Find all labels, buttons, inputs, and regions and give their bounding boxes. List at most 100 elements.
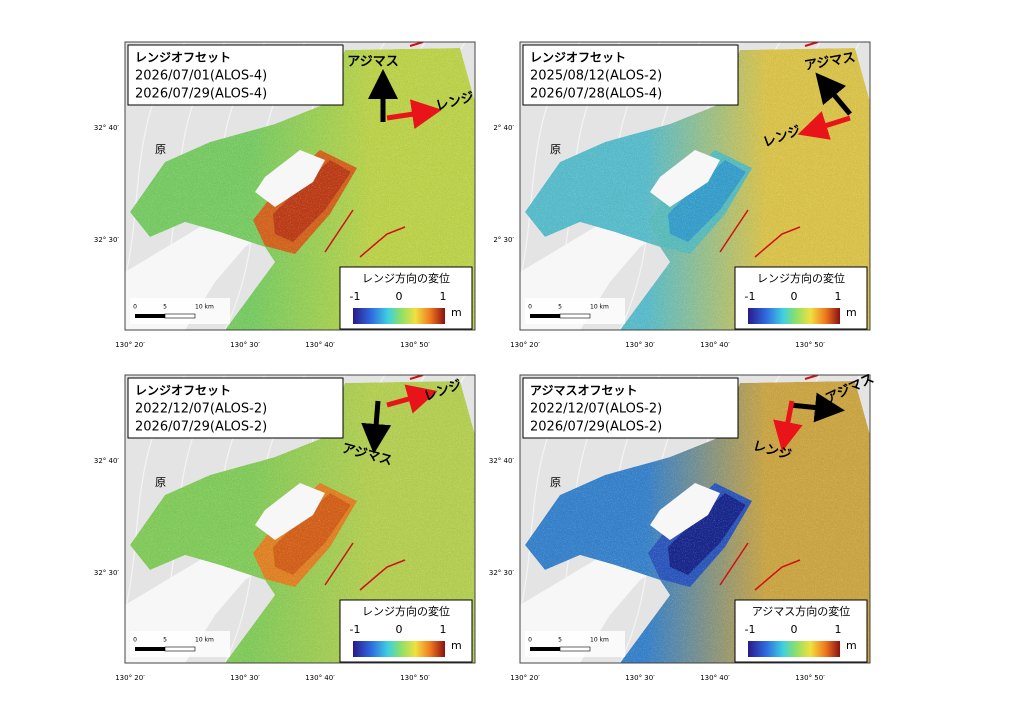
azimuth-arrow (815, 72, 852, 116)
map-panel: 原 レンジオフセット 2025/08/12(ALOS-2) 2026/07/28(AL… (493, 41, 871, 349)
fault (324, 209, 354, 253)
panel-title: レンジオフセット (135, 51, 231, 65)
colorbar-tick: 1 (440, 623, 447, 636)
lat-label: 32° 30′ (489, 569, 515, 577)
lon-label: 130° 40′ (305, 674, 335, 682)
colorbar-unit: m (451, 639, 462, 652)
panel-title: アジマスオフセット (530, 384, 638, 398)
lat-label: 32° 40′ (489, 457, 515, 465)
map-panel: 原 レンジオフセット 2026/07/01(ALOS-4) 2026/07/29(AL… (94, 41, 476, 349)
place-label: 原 (155, 476, 166, 489)
colorbar-tick: 0 (791, 290, 798, 303)
lat-label: 2° 40′ (493, 124, 514, 132)
azimuth-label: アジマス (347, 55, 398, 70)
scale-label: 5 (163, 637, 167, 644)
lon-label: 130° 20′ (115, 674, 145, 682)
colorbar-unit: m (451, 306, 462, 319)
colorbar-tick: -1 (350, 290, 361, 303)
scale-white (559, 646, 591, 652)
fault (754, 226, 801, 258)
place-label: 原 (155, 143, 166, 156)
range-arrow (386, 99, 442, 130)
scale-black (530, 314, 560, 318)
map-panel: 原 レンジオフセット 2022/12/07(ALOS-2) 2026/07/29(AL… (94, 374, 476, 682)
scale-bg (525, 631, 625, 657)
scale-bg (130, 298, 230, 324)
scale-label: 5 (558, 637, 562, 644)
fault (359, 559, 406, 591)
colorbar-tick: 0 (791, 623, 798, 636)
legend-title: レンジ方向の変位 (362, 271, 450, 285)
date-line: 2025/08/12(ALOS-2) (530, 69, 662, 84)
colorbar-tick: -1 (745, 290, 756, 303)
scale-label: 5 (558, 304, 562, 311)
legend-title: レンジ方向の変位 (757, 271, 845, 285)
lon-label: 130° 30′ (230, 341, 260, 349)
map-frame (124, 374, 476, 664)
scale-label: 10 km (195, 637, 214, 644)
deformation-core (668, 493, 746, 575)
panel-title: レンジオフセット (530, 51, 626, 65)
lat-label: 2° 30′ (493, 236, 514, 244)
azimuth-arrow (361, 400, 392, 454)
lon-label: 130° 50′ (400, 341, 430, 349)
sea-mask (650, 150, 720, 207)
place-label: 原 (550, 476, 561, 489)
lon-label: 130° 20′ (115, 341, 145, 349)
lon-label: 130° 40′ (700, 341, 730, 349)
legend-title: アジマス方向の変位 (752, 604, 851, 618)
fault (324, 542, 354, 586)
scale-label: 10 km (590, 637, 609, 644)
lon-label: 130° 50′ (400, 674, 430, 682)
panel-title: レンジオフセット (135, 384, 231, 398)
lat-label: 32° 40′ (94, 457, 120, 465)
lon-label: 130° 30′ (230, 674, 260, 682)
date-line: 2026/07/29(ALOS-2) (135, 420, 267, 435)
fault (719, 542, 749, 586)
date-line: 2026/07/29(ALOS-2) (530, 420, 662, 435)
colorbar-tick: 1 (440, 290, 447, 303)
place-label: 原 (550, 143, 561, 156)
info-box (522, 377, 739, 439)
lat-label: 32° 40′ (94, 124, 120, 132)
deformation-core (668, 160, 746, 242)
scale-label: 5 (163, 304, 167, 311)
scale-white (164, 646, 196, 652)
colorbar (748, 641, 840, 657)
lon-label: 130° 30′ (625, 674, 655, 682)
fault (754, 559, 801, 591)
scale-label: 0 (133, 304, 137, 311)
colorbar (353, 308, 445, 324)
azimuth-arrow (789, 392, 845, 423)
scale-black (135, 647, 165, 651)
info-box (127, 377, 344, 439)
colorbar-tick: -1 (350, 623, 361, 636)
range-arrow (386, 384, 438, 414)
scale-white (559, 313, 591, 319)
fault (804, 42, 819, 47)
date-line: 2026/07/01(ALOS-4) (135, 69, 267, 84)
scale-label: 0 (133, 637, 137, 644)
lat-label: 32° 30′ (94, 569, 120, 577)
lon-label: 130° 30′ (625, 341, 655, 349)
colorbar (748, 308, 840, 324)
deformation-core (273, 493, 351, 575)
lon-label: 130° 40′ (305, 341, 335, 349)
lon-label: 130° 40′ (700, 674, 730, 682)
swath (525, 48, 870, 330)
fault (359, 226, 406, 258)
range-arrow (797, 111, 851, 140)
map-frame (519, 41, 871, 331)
fault (409, 375, 424, 380)
colorbar (353, 641, 445, 657)
lon-label: 130° 20′ (510, 674, 540, 682)
lon-label: 130° 50′ (795, 341, 825, 349)
scale-black (530, 647, 560, 651)
scale-label: 0 (528, 304, 532, 311)
colorbar-tick: 1 (835, 290, 842, 303)
info-box (522, 44, 739, 106)
colorbar-unit: m (846, 639, 857, 652)
scale-black (135, 314, 165, 318)
fault (719, 209, 749, 253)
